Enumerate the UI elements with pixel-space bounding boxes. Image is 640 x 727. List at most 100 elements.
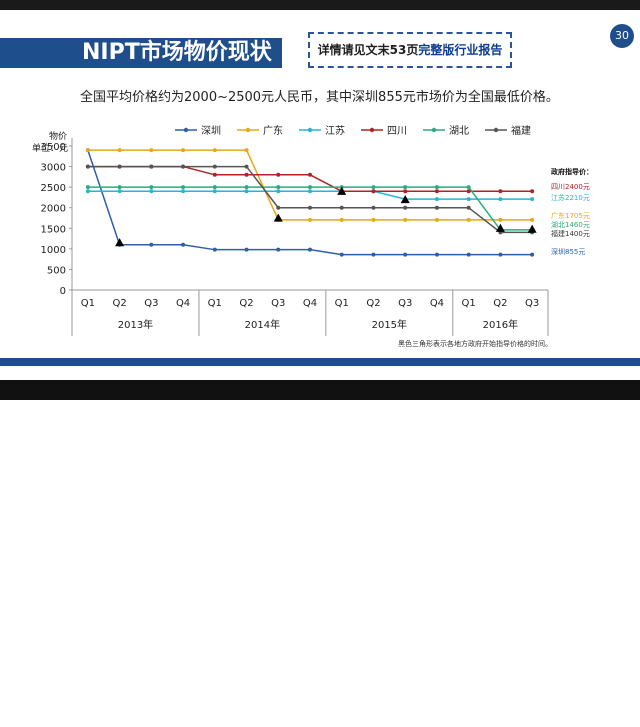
data-point [339,205,344,210]
x-tick-label: Q3 [271,298,285,309]
data-point [117,164,122,169]
data-point [181,148,186,153]
x-tick-label: Q1 [208,298,222,309]
x-tick-label: Q2 [112,298,126,309]
data-point [212,189,217,194]
data-point [244,148,249,153]
y-axis-label: 单位：元 [32,142,68,154]
x-tick-label: Q3 [144,298,158,309]
data-point [85,148,90,153]
data-point [212,164,217,169]
y-tick-label: 500 [47,265,66,276]
data-point [212,185,217,190]
bottom-bar: BGI All Rights Reserved. [0,358,640,727]
legend-marker [369,127,375,133]
data-point [181,185,186,190]
gov-price-label: 江苏2210元 [551,193,590,202]
year-label: 2013年 [118,318,153,331]
data-point [371,185,376,190]
x-tick-label: Q2 [366,298,380,309]
legend-marker [431,127,437,133]
note-prefix: 详情请见文末53页 [317,43,419,57]
data-point [117,148,122,153]
data-point [308,185,312,190]
page-number: 30 [610,24,634,48]
policy-triangle-marker [495,223,505,232]
data-point [117,185,122,190]
x-tick-label: Q2 [239,298,253,309]
data-point [403,252,408,257]
data-point [371,217,376,222]
data-point [339,252,344,257]
data-point [212,148,217,153]
data-point [212,172,217,177]
note-highlight: 完整版行业报告 [418,43,503,57]
x-tick-label: Q3 [398,298,412,309]
data-point [212,247,217,252]
data-point [403,205,408,210]
data-point [308,247,312,252]
title-banner: NIPT市场物价现状 [0,38,282,68]
price-chart: 物价 单位：元 0 500 1000 1500 2000 2500 3000 3500 Q1 Q2 Q3… [0,124,640,357]
gov-price-label: 广东1705元 [551,211,590,220]
year-label: 2016年 [483,318,518,331]
policy-triangle-marker [337,186,347,195]
x-tick-label: Q4 [176,298,190,309]
legend-marker [493,127,499,133]
gov-price-label: 福建1400元 [551,229,590,238]
data-point [149,164,154,169]
x-tick-label: Q4 [303,298,317,309]
data-point [244,189,249,194]
y-tick-label: 2500 [41,183,66,194]
data-point [181,189,186,194]
data-point [276,189,281,194]
data-point [466,205,471,210]
legend-label: 四川 [387,126,407,137]
data-point [403,217,408,222]
data-point [434,217,439,222]
x-tick-label: Q1 [81,298,95,309]
data-point [244,247,249,252]
legend-marker [183,127,189,133]
year-label: 2014年 [245,318,280,331]
data-point [466,217,471,222]
x-tick-label: Q2 [493,298,507,309]
year-label: 2015年 [372,318,407,331]
legend-label: 广东 [263,125,283,137]
y-tick-label: 1000 [41,245,66,256]
data-point [149,189,154,194]
y-axis-label: 物价 [49,130,67,142]
data-point [403,185,408,190]
data-point [434,205,439,210]
data-point [371,252,376,257]
bottom-black-bar [0,380,640,400]
legend-label: 深圳 [201,125,221,137]
data-point [181,242,186,247]
gov-price-label: 深圳855元 [551,247,585,256]
data-point [276,185,281,190]
legend-label: 湖北 [449,125,469,137]
data-point [276,205,281,210]
x-tick-label: Q1 [335,298,349,309]
gov-price-title: 政府指导价： [551,167,593,176]
policy-triangle-marker [273,213,283,222]
legend-label: 江苏 [325,125,345,137]
top-bar [0,0,640,10]
data-point [149,242,154,247]
policy-triangle-marker [527,224,537,233]
data-point [466,185,471,190]
data-point [85,189,90,194]
y-tick-label: 1500 [41,224,66,235]
chart-footnote: 黑色三角形表示各地方政府开始指导价格的时间。 [398,340,552,348]
gov-price-label: 四川2400元 [551,183,590,191]
data-point [434,189,439,194]
data-point [308,205,312,210]
data-point [244,185,249,190]
data-point [117,189,122,194]
report-note-box: 详情请见文末53页完整版行业报告 [308,32,512,68]
y-tick-label: 0 [60,286,66,297]
x-tick-label: Q3 [525,298,539,309]
y-tick-label: 3500 [41,142,66,153]
page-title: NIPT市场物价现状 [82,40,272,65]
data-point [85,164,90,169]
